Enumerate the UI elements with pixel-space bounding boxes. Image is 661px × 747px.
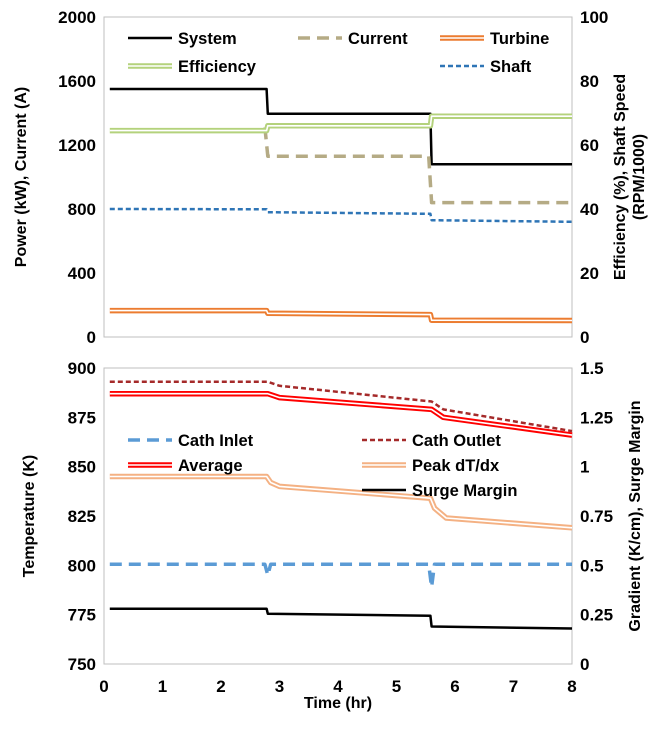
series-line: [263, 127, 572, 205]
series-line-inner: [109, 309, 573, 322]
series-shaft: [109, 207, 573, 224]
right-tick-label: 40: [580, 200, 599, 219]
left-tick-label: 825: [68, 507, 96, 526]
x-axis-title: Time (hr): [304, 695, 372, 712]
series-line-inner: [109, 392, 573, 436]
series-line: [109, 307, 573, 324]
plot-area-frame: [103, 367, 573, 665]
left-tick-label: 900: [68, 359, 96, 378]
legend-entry: Peak dT/dx: [362, 457, 500, 475]
series-efficiency: [109, 113, 572, 134]
right-tick-label: 0: [580, 328, 589, 347]
series-line-inner: [109, 115, 572, 132]
plot-area-frame: [103, 16, 573, 338]
left-tick-label: 2000: [58, 8, 96, 27]
legend-entry: Efficiency: [128, 58, 257, 76]
left-tick-label: 775: [68, 606, 96, 625]
x-tick-label: 6: [450, 677, 459, 696]
series-line: [109, 113, 572, 134]
legend-label: Surge Margin: [412, 482, 517, 500]
legend-label: Cath Outlet: [412, 432, 501, 450]
right-tick-label: 0: [580, 655, 589, 674]
series-turbine: [109, 307, 573, 324]
legend-label: Cath Inlet: [178, 432, 254, 450]
left-tick-label: 1200: [58, 136, 96, 155]
legend-label: Efficiency: [178, 58, 257, 76]
right-tick-label: 1: [580, 458, 589, 477]
x-tick-label: 5: [392, 677, 401, 696]
x-tick-label: 3: [275, 677, 284, 696]
series-current: [263, 127, 572, 205]
legend-entry: Shaft: [440, 58, 532, 76]
right-axis-title: Efficiency (%), Shaft Speed (RPM/1000): [612, 74, 648, 280]
x-tick-label: 2: [216, 677, 225, 696]
right-tick-label: 1.25: [580, 408, 613, 427]
right-tick-label: 1.5: [580, 359, 604, 378]
bottom-chart: 75077580082585087590000.250.50.7511.251.…: [21, 359, 644, 712]
x-tick-label: 0: [99, 677, 108, 696]
left-tick-label: 1600: [58, 72, 96, 91]
left-tick-label: 800: [68, 200, 96, 219]
legend-label: Current: [348, 30, 408, 48]
right-tick-label: 0.5: [580, 556, 604, 575]
legend-label: System: [178, 30, 237, 48]
series-line: [109, 607, 573, 630]
legend-entry: Cath Outlet: [362, 432, 501, 450]
right-tick-label: 80: [580, 72, 599, 91]
legend-entry: Average: [128, 457, 243, 475]
legend-label: Shaft: [490, 58, 532, 76]
left-tick-label: 400: [68, 264, 96, 283]
x-tick-label: 4: [333, 677, 343, 696]
left-axis-title: Power (kW), Current (A): [13, 87, 30, 267]
legend-label: Average: [178, 457, 243, 475]
x-tick-label: 8: [567, 677, 576, 696]
series-line: [109, 87, 572, 166]
left-axis-title: Temperature (K): [21, 455, 38, 577]
series-cath-outlet: [109, 380, 573, 433]
left-tick-label: 875: [68, 408, 96, 427]
right-tick-label: 0.25: [580, 606, 613, 625]
series-line: [109, 207, 573, 224]
series-line: [109, 390, 573, 438]
legend-entry: Turbine: [440, 30, 549, 48]
right-tick-label: 100: [580, 8, 608, 27]
top-chart: 0 400 800 1200 1600 2000 0 20 40 60 80 100 Power (kW…: [13, 8, 648, 347]
series-surge-margin: [109, 607, 573, 630]
left-tick-label: 850: [68, 458, 96, 477]
legend-label: Turbine: [490, 30, 549, 48]
legend-entry: Current: [298, 30, 408, 48]
series-line-inner: [109, 475, 573, 529]
series-line: [109, 562, 572, 589]
legend-entry: System: [128, 30, 237, 48]
right-tick-label: 20: [580, 264, 599, 283]
right-tick-label: 60: [580, 136, 599, 155]
legend-label: Peak dT/dx: [412, 457, 500, 475]
x-tick-label: 1: [158, 677, 167, 696]
right-tick-label: 0.75: [580, 507, 613, 526]
series-peak-dt-dx: [109, 473, 573, 531]
left-tick-label: 800: [68, 556, 96, 575]
series-line: [109, 380, 573, 433]
legend-entry: Cath Inlet: [128, 432, 254, 450]
left-tick-label: 750: [68, 655, 96, 674]
series-average: [109, 390, 573, 438]
series-cath-inlet: [109, 562, 572, 589]
x-tick-label: 7: [509, 677, 518, 696]
left-tick-label: 0: [87, 328, 96, 347]
legend-entry: Surge Margin: [362, 482, 517, 500]
right-axis-title: Gradient (K/cm), Surge Margin: [627, 400, 644, 631]
series-system: [109, 87, 572, 166]
